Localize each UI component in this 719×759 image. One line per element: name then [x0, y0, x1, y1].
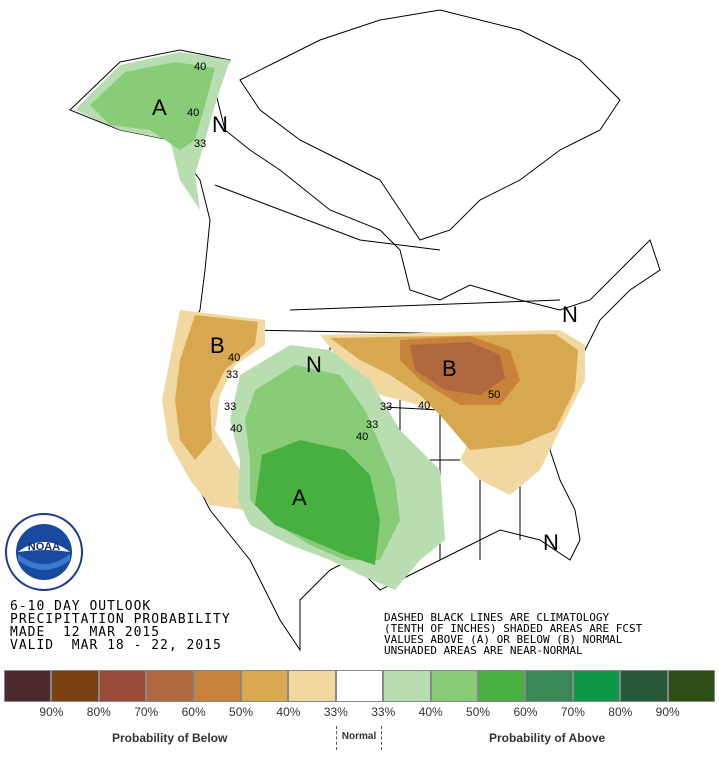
above-normal-areas [75, 52, 445, 590]
region-letters: A N B N B N A N [152, 95, 578, 555]
title-line: MADE 12 MAR 2015 [10, 625, 161, 640]
noaa-logo-text: NOAA [28, 541, 60, 553]
legend-swatch [4, 670, 52, 702]
contour-label: 40 [356, 431, 368, 443]
legend-swatch [383, 670, 431, 702]
map-notes: DASHED BLACK LINES ARE CLIMATOLOGY (TENT… [384, 612, 642, 656]
southeast-normal-letter: N [543, 530, 559, 555]
contour-label: 40 [230, 423, 242, 435]
legend-swatch [620, 670, 668, 702]
contour-label: 50 [488, 389, 500, 401]
below-normal-areas [162, 310, 585, 510]
legend-label: 40% [418, 705, 443, 719]
legend-label: 70% [134, 705, 159, 719]
title-line: VALID MAR 18 - 22, 2015 [10, 638, 222, 653]
northeast-normal-letter: N [562, 302, 578, 327]
noaa-logo: NOAA [5, 513, 83, 591]
legend-label: 60% [181, 705, 206, 719]
probability-below-title: Probability of Below [112, 731, 228, 745]
legend-label: 33% [371, 705, 396, 719]
legend-label: 40% [276, 705, 301, 719]
normal-title: Normal [336, 726, 382, 750]
title-line: 6-10 DAY OUTLOOK [10, 599, 152, 614]
legend-swatch [288, 670, 336, 702]
plains-normal-letter: N [306, 352, 322, 377]
legend-swatch [98, 670, 147, 702]
contour-label: 33 [194, 138, 206, 150]
legend-swatch [525, 670, 573, 702]
legend-swatch [478, 670, 526, 702]
contour-label: 40 [194, 61, 206, 73]
contour-label: 33 [380, 401, 392, 413]
legend-label: 50% [229, 705, 254, 719]
contour-labels: 40 40 33 40 33 33 40 33 40 33 40 50 [187, 61, 500, 443]
legend-swatch [667, 670, 716, 702]
legend-swatch [572, 670, 621, 702]
legend-label: 33% [323, 705, 348, 719]
legend-swatch [430, 670, 479, 702]
legend-label: 90% [39, 705, 64, 719]
alaska-normal-letter: N [212, 112, 228, 137]
greatlakes-below-letter: B [442, 356, 457, 381]
legend-labels: 90% 80% 70% 60% 50% 40% 33% 33% 40% 50% … [4, 705, 715, 719]
legend-label: 80% [86, 705, 111, 719]
title-line: PRECIPITATION PROBABILITY [10, 612, 231, 627]
legend-label: 80% [608, 705, 633, 719]
contour-label: 40 [187, 107, 199, 119]
contour-label: 40 [418, 400, 430, 412]
contour-label: 33 [226, 369, 238, 381]
nw-below-letter: B [210, 333, 225, 358]
legend-label: 70% [560, 705, 585, 719]
legend-swatch [193, 670, 242, 702]
legend-swatch [51, 670, 99, 702]
legend-swatch [241, 670, 289, 702]
legend-swatch [146, 670, 194, 702]
probability-above-title: Probability of Above [489, 731, 606, 745]
precipitation-map: A N B N B N A N 40 40 33 40 33 33 40 33 … [69, 9, 661, 652]
contour-label: 33 [224, 401, 236, 413]
legend-label: 50% [466, 705, 491, 719]
southwest-above-letter: A [292, 485, 307, 510]
note-line: DASHED BLACK LINES ARE CLIMATOLOGY [384, 611, 610, 624]
color-legend [4, 670, 716, 702]
legend-swatch [335, 670, 384, 702]
note-line: (TENTH OF INCHES) SHADED AREAS ARE FCST [384, 622, 643, 635]
legend-label: 90% [655, 705, 680, 719]
contour-label: 40 [228, 352, 240, 364]
legend-label: 60% [513, 705, 538, 719]
note-line: VALUES ABOVE (A) OR BELOW (B) NORMAL [384, 633, 623, 646]
outlook-title: 6-10 DAY OUTLOOK PRECIPITATION PROBABILI… [10, 600, 231, 652]
note-line: UNSHADED AREAS ARE NEAR-NORMAL [384, 644, 583, 657]
alaska-above-letter: A [152, 95, 167, 120]
contour-label: 33 [366, 419, 378, 431]
